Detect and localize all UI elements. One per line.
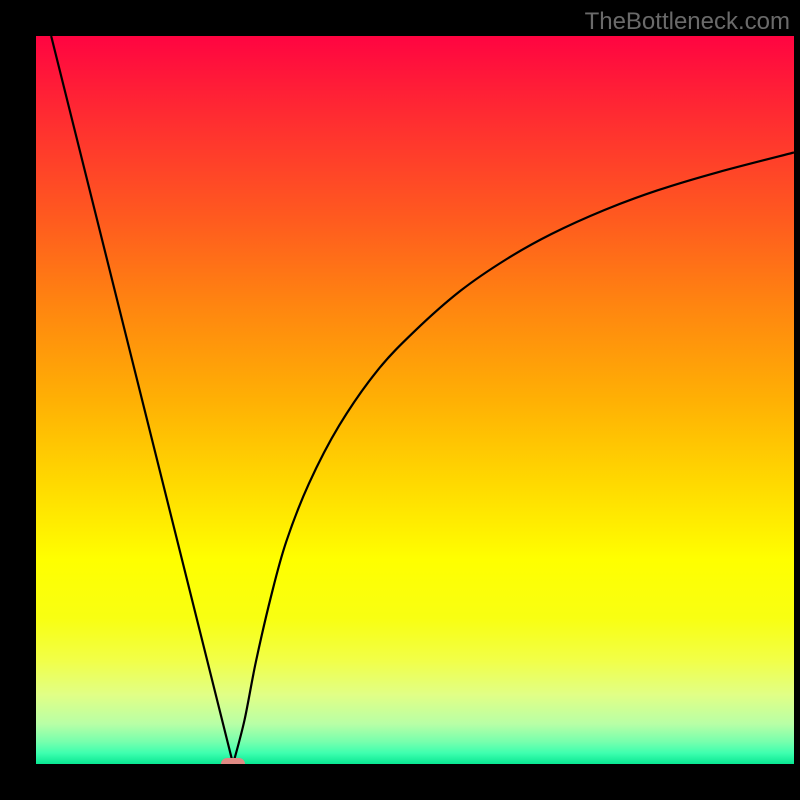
chart-plot-area	[36, 36, 794, 764]
bottleneck-curve	[51, 36, 794, 764]
watermark-text: TheBottleneck.com	[585, 8, 790, 36]
minimum-marker	[221, 758, 245, 764]
chart-curve-svg	[36, 36, 794, 764]
